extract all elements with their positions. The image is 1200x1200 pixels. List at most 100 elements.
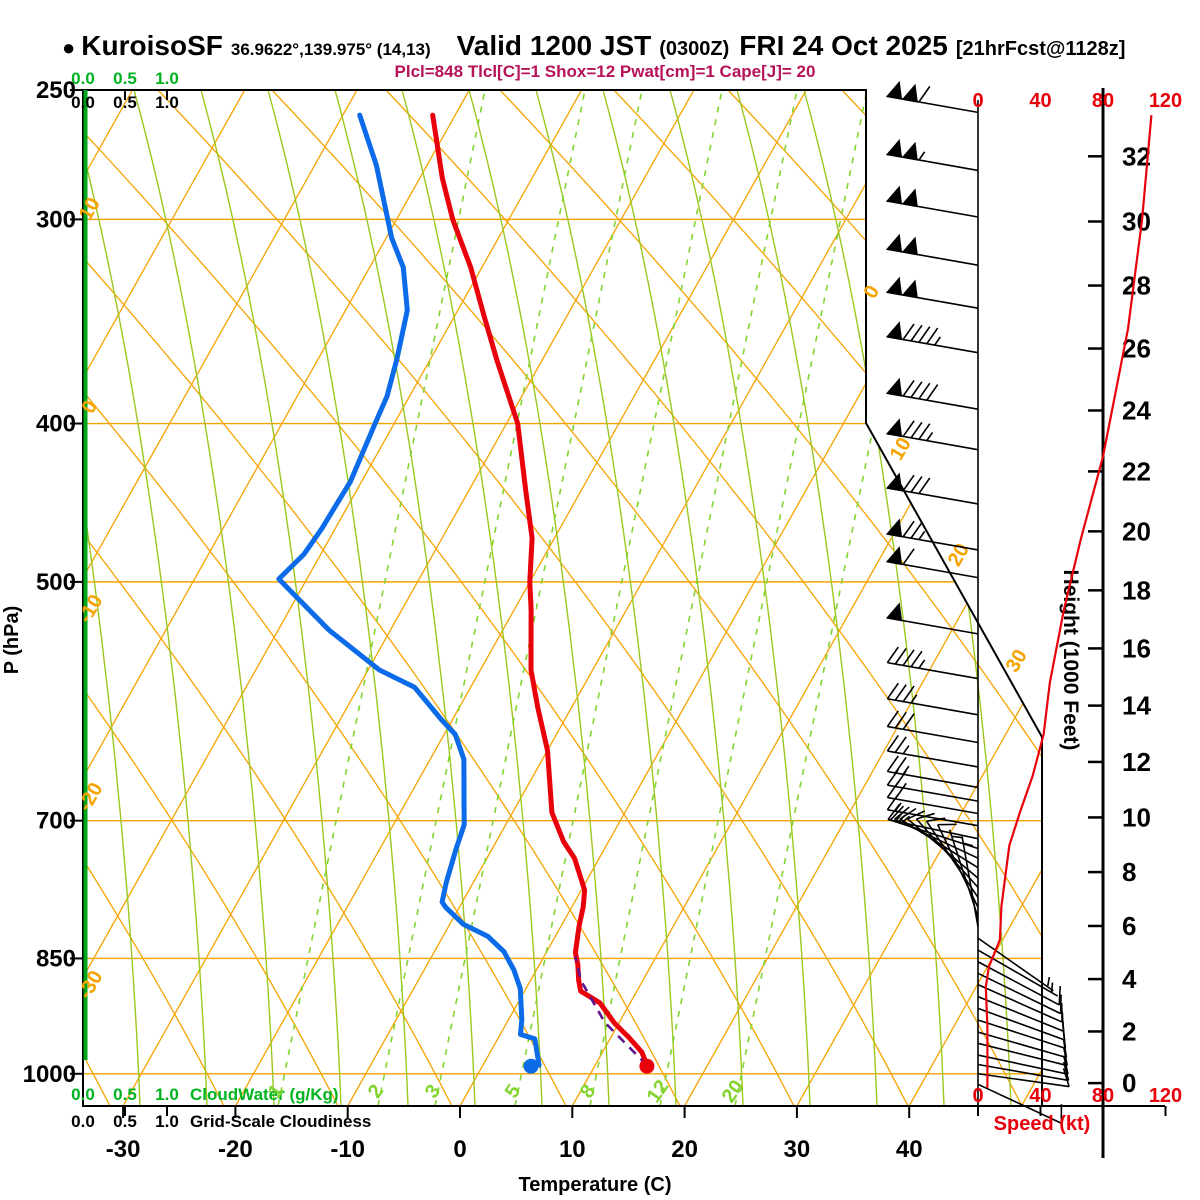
cloudwater-scale-bottom-label: 1.0: [155, 1085, 179, 1104]
wind-barb: [925, 817, 979, 898]
wind-barb-half: [910, 694, 918, 704]
height-tick-label: 6: [1122, 911, 1136, 941]
wind-barb-staff: [977, 1072, 1070, 1088]
moist-adiabat-line: [602, 90, 744, 1106]
mixing-ratio-line: [514, 90, 723, 1106]
wind-barb-full: [902, 379, 915, 397]
cloudiness-scale-bottom-label: 1.0: [155, 1112, 179, 1131]
wind-barb-full: [886, 734, 899, 752]
wind-barb-half: [918, 530, 926, 540]
cloudiness-scale-bottom-label: 0.5: [113, 1112, 137, 1131]
mixing-ratio-label: 2: [364, 1081, 388, 1103]
wind-barb-staff: [977, 1019, 1066, 1050]
surface-dewpoint-dot: [523, 1058, 539, 1074]
wind-barb-full: [902, 520, 915, 538]
height-tick-label: 12: [1122, 747, 1151, 777]
wind-barb-pennant: [901, 141, 918, 161]
dry-adiabat-line: [83, 90, 567, 1106]
moist-adiabat-line: [468, 90, 610, 1106]
moist-adiabat-line: [267, 90, 409, 1106]
wind-barb-staff: [977, 983, 1063, 1023]
wind-barb: [886, 646, 979, 680]
wind-barb-full: [910, 522, 923, 539]
wind-barb-staff: [977, 1007, 1065, 1041]
temperature-tick-label: -30: [106, 1136, 141, 1163]
isotherm-line: [83, 90, 470, 1106]
wind-barb-full: [902, 474, 915, 492]
wind-barb-staff: [977, 937, 1054, 992]
wind-barb-full: [894, 684, 907, 701]
wind-barb-staff: [887, 432, 979, 451]
pressure-axis-title: P (hPa): [1, 606, 23, 675]
valid-date: FRI 24 Oct 2025: [739, 30, 948, 61]
parcel-curve: [574, 956, 648, 1067]
wind-barb-full: [926, 384, 939, 401]
temperature-tick-label: 0: [453, 1136, 466, 1163]
moist-adiabat-line: [535, 90, 677, 1106]
wind-barb-half: [902, 745, 910, 755]
wind-barb-pennant: [885, 321, 903, 341]
moist-adiabat-line: [401, 90, 543, 1106]
wind-barb-full: [918, 326, 931, 343]
wind-barb-full: [894, 711, 907, 729]
temperature-tick-label: 20: [671, 1136, 698, 1163]
wind-barb-full: [1062, 1055, 1069, 1075]
wind-barb-half: [1046, 976, 1051, 988]
wind-barb: [886, 755, 979, 789]
cloudwater-scale-top-label: 1.0: [155, 69, 179, 88]
wind-barb: [885, 138, 979, 172]
moist-adiabat-line: [83, 90, 141, 1106]
wind-barb: [885, 518, 979, 551]
dry-adiabat-line: [271, 90, 1023, 1106]
wind-barb-full: [886, 769, 899, 786]
height-tick-label: 4: [1122, 964, 1137, 994]
wind-barb: [886, 710, 979, 744]
moist-adiabat-line: [937, 90, 1042, 1106]
dry-adiabat-line: [157, 90, 909, 1106]
isotherm-line: [571, 90, 1042, 1106]
wind-barb-staff: [936, 824, 979, 908]
wind-barb-half: [918, 659, 926, 669]
cloudwater-scale-bottom-label: 0.5: [113, 1085, 137, 1104]
wind-barb-full: [886, 793, 899, 811]
wind-barb-full: [910, 421, 923, 439]
moist-adiabat-lines: [83, 90, 1042, 1106]
wind-barb-half: [926, 431, 934, 442]
chart-title: ● KuroisoSF 36.9622°,139.975° (14,13) Va…: [62, 30, 1125, 62]
mixing-ratio-label: 8: [576, 1081, 600, 1103]
cloudwater-scale-bottom-label: 0.0: [71, 1085, 95, 1104]
wind-barb: [977, 1083, 1063, 1124]
cloudiness-scale-top-label: 0.5: [113, 93, 137, 112]
height-tick-label: 8: [1122, 857, 1136, 887]
isotherm-line: [83, 90, 246, 1106]
wind-barb: [885, 418, 979, 451]
wind-barb-pennant: [901, 188, 918, 208]
wind-barb-staff: [887, 392, 979, 410]
wind-barb: [885, 80, 979, 114]
speed-tick-label-bottom: 120: [1149, 1085, 1182, 1107]
wind-barb-full: [886, 646, 899, 664]
wind-barb-full: [889, 805, 905, 821]
wind-barb-staff: [977, 1042, 1068, 1067]
temperature-tick-label: -20: [218, 1136, 253, 1163]
temperature-tick-label: 30: [784, 1136, 811, 1163]
wind-barb-staff: [977, 1031, 1067, 1059]
wind-barb: [977, 937, 1054, 992]
isotherm-line: [122, 90, 695, 1106]
wind-barb-pennant: [885, 377, 903, 397]
moist-adiabat-line: [133, 90, 275, 1106]
speed-tick-label-bottom: 40: [1029, 1085, 1051, 1107]
wind-barb: [885, 472, 979, 505]
dry-adiabat-lines: [83, 90, 1042, 1106]
wind-barb-full: [899, 807, 917, 820]
speed-tick-label-top: 0: [972, 90, 983, 112]
wind-barb: [885, 321, 979, 354]
wind-barb-full: [1062, 1068, 1070, 1087]
moist-adiabat-line: [83, 90, 208, 1106]
wind-barb-pennant: [885, 472, 903, 492]
dry-adiabat-line: [83, 90, 795, 1106]
wind-barb-half: [934, 336, 942, 346]
wind-barb-full: [910, 650, 923, 668]
wind-barb-staff: [977, 1083, 1062, 1124]
